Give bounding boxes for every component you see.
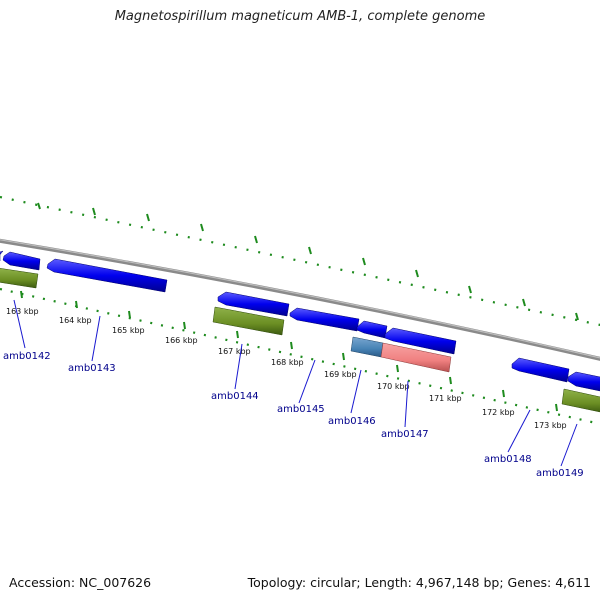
gene-label-amb0147[interactable]: amb0147 <box>381 429 429 440</box>
outer-major-tick <box>37 202 41 210</box>
cds-arrow <box>289 307 360 332</box>
inner-major-tick <box>555 403 558 412</box>
tick-label: 168 kbp <box>271 358 304 367</box>
tick-label: 173 kbp <box>534 421 567 430</box>
gene-label-amb0149[interactable]: amb0149 <box>536 468 584 479</box>
cds-features[interactable] <box>0 250 600 392</box>
accession-value: NC_007626 <box>79 575 152 590</box>
outer-major-tick <box>362 257 366 266</box>
tick-label: 167 kbp <box>218 347 251 356</box>
tick-label: 166 kbp <box>165 336 198 345</box>
tick-label: 171 kbp <box>429 394 462 403</box>
topology-info: Topology: circular; Length: 4,967,148 bp… <box>247 575 591 590</box>
cds-arrow <box>217 291 290 317</box>
steelblue-block <box>350 336 384 358</box>
kbp-labels: 163 kbp 164 kbp 165 kbp 166 kbp 167 kbp … <box>6 307 567 430</box>
inner-major-tick <box>342 352 345 361</box>
outer-major-tick <box>522 298 526 307</box>
gene-leader-lines <box>13 299 578 467</box>
inner-major-tick <box>20 290 23 299</box>
leader-line <box>91 315 101 362</box>
tick-label: 172 kbp <box>482 408 515 417</box>
tick-label: 169 kbp <box>324 370 357 379</box>
outer-major-tick <box>146 213 150 222</box>
leader-line <box>350 369 362 414</box>
accession-info: Accession: NC_007626 <box>9 575 151 590</box>
gene-label-amb0143[interactable]: amb0143 <box>68 363 116 374</box>
leader-line <box>298 359 316 404</box>
tick-label: 163 kbp <box>6 307 39 316</box>
leader-line <box>507 409 531 453</box>
outer-tick-ring <box>0 195 600 327</box>
cds-arrow <box>567 371 600 392</box>
gene-labels: amb0142 amb0143 amb0144 amb0145 amb0146 … <box>3 351 584 479</box>
inner-major-tick <box>128 310 131 319</box>
gene-label-amb0145[interactable]: amb0145 <box>277 404 325 415</box>
gene-label-amb0146[interactable]: amb0146 <box>328 416 376 427</box>
outer-major-tick <box>254 235 258 244</box>
outer-major-tick <box>468 285 472 294</box>
inner-major-tick <box>449 376 452 385</box>
gene-label-amb0142[interactable]: amb0142 <box>3 351 51 362</box>
pink-block <box>380 342 452 373</box>
leader-line <box>13 299 26 349</box>
inner-major-tick <box>502 389 505 398</box>
outer-major-tick <box>200 223 204 232</box>
cds-arrow <box>46 258 168 293</box>
inner-major-tick <box>290 341 293 350</box>
cds-arrow <box>356 320 388 339</box>
cds-arrow <box>0 250 4 261</box>
gene-label-amb0148[interactable]: amb0148 <box>484 454 532 465</box>
gene-label-amb0144[interactable]: amb0144 <box>211 391 259 402</box>
gene-features[interactable] <box>0 268 600 413</box>
inner-major-tick <box>75 300 78 309</box>
tick-label: 170 kbp <box>377 382 410 391</box>
outer-major-tick <box>308 246 312 255</box>
cds-arrow <box>2 251 41 271</box>
tick-label: 164 kbp <box>59 316 92 325</box>
inner-major-ticks <box>20 290 558 412</box>
map-title: Magnetospirillum magneticum AMB-1, compl… <box>114 9 486 24</box>
cds-arrow <box>511 357 570 383</box>
leader-line <box>234 343 243 390</box>
gene-block <box>0 268 39 289</box>
gene-block <box>212 306 285 336</box>
accession-label: Accession: <box>9 575 76 590</box>
outer-major-tick <box>415 269 419 278</box>
tick-label: 165 kbp <box>112 326 145 335</box>
leader-line <box>404 380 409 428</box>
inner-tick-ring <box>0 287 600 426</box>
inner-major-tick <box>396 364 399 373</box>
outer-major-ticks <box>37 202 579 321</box>
inner-major-tick <box>236 330 239 339</box>
outer-major-tick <box>92 207 96 216</box>
leader-line <box>560 423 578 467</box>
outer-major-tick <box>575 312 579 321</box>
gene-block <box>561 388 600 413</box>
genome-backbone-highlight <box>0 239 600 359</box>
inner-major-tick <box>183 321 186 330</box>
other-features[interactable] <box>350 336 452 373</box>
cds-arrow <box>384 327 457 355</box>
genome-backbone <box>0 238 600 361</box>
